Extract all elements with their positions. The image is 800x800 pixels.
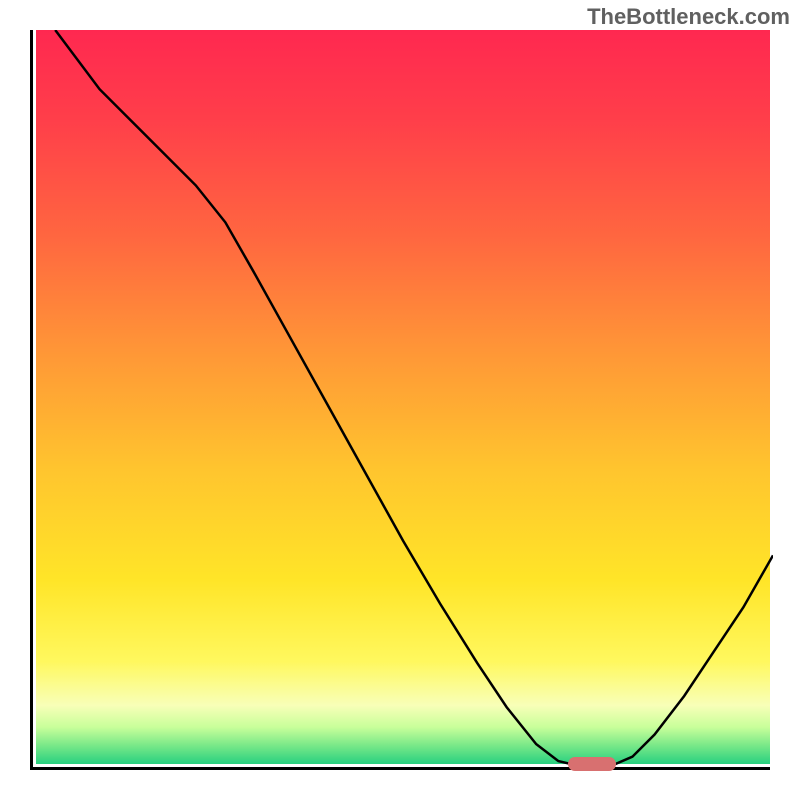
optimal-marker — [568, 757, 616, 770]
watermark-text: TheBottleneck.com — [587, 4, 790, 30]
curve-line — [33, 30, 773, 770]
bottleneck-chart — [30, 30, 770, 770]
plot-area — [30, 30, 770, 770]
